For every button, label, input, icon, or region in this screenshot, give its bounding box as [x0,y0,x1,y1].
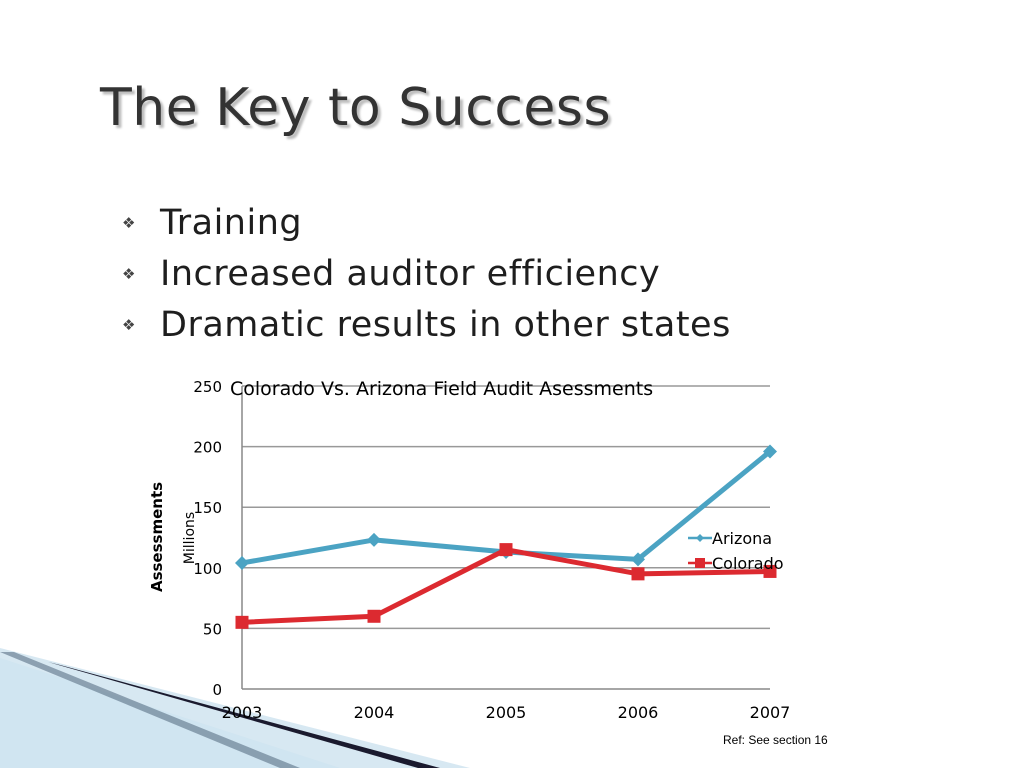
series-line-colorado [241,547,771,625]
diamond-bullet-icon: ❖ [122,214,136,232]
x-tick-labels: 2003 2004 2005 2006 2007 [222,703,791,722]
data-point-arizona [763,444,777,459]
x-tick-label: 2003 [222,703,263,722]
bullet-item: ❖ Training [120,198,731,249]
legend-marker [695,558,705,568]
data-point-colorado [499,543,513,557]
y-tick-label: 0 [212,681,222,699]
data-point-colorado [631,567,645,581]
data-point-arizona [631,552,645,567]
diamond-bullet-icon: ❖ [122,316,136,334]
chart-title: Colorado Vs. Arizona Field Audit Asessme… [230,378,653,400]
data-point-colorado [367,609,381,623]
chart-grid [241,385,770,690]
x-tick-label: 2007 [750,703,791,722]
bullet-item: ❖ Increased auditor efficiency [120,249,731,300]
bullet-text: Increased auditor efficiency [160,254,661,294]
data-point-arizona [235,555,249,570]
x-tick-label: 2004 [354,703,395,722]
y-tick-label: 150 [193,499,222,517]
y-tick-label: 200 [193,439,222,457]
legend-marker [696,534,704,542]
x-tick-label: 2005 [486,703,527,722]
data-point-colorado [235,615,249,629]
legend-label: Colorado [712,554,784,573]
y-axis-label: Assessments [148,482,166,592]
bullet-text: Dramatic results in other states [160,305,731,345]
y-tick-label: 50 [203,620,222,638]
reference-footnote: Ref: See section 16 [723,733,828,747]
data-point-arizona [367,532,381,547]
y-tick-label: 100 [193,560,222,578]
chart-series [235,444,777,629]
slide-title: The Key to Success [100,78,612,138]
data-point-colorado [763,564,777,578]
y-tick-label: 250 [193,378,222,396]
bullet-text: Training [160,203,303,243]
y-axis-unit-label: Millions [182,512,198,564]
diamond-bullet-icon: ❖ [122,265,136,283]
bullet-item: ❖ Dramatic results in other states [120,300,731,351]
x-tick-label: 2006 [618,703,659,722]
legend-label: Arizona [712,529,772,548]
bullet-list: ❖ Training ❖ Increased auditor efficienc… [120,198,731,351]
y-tick-labels: 0 50 100 150 200 250 [193,378,222,699]
chart-legend: Arizona Colorado [688,529,784,573]
